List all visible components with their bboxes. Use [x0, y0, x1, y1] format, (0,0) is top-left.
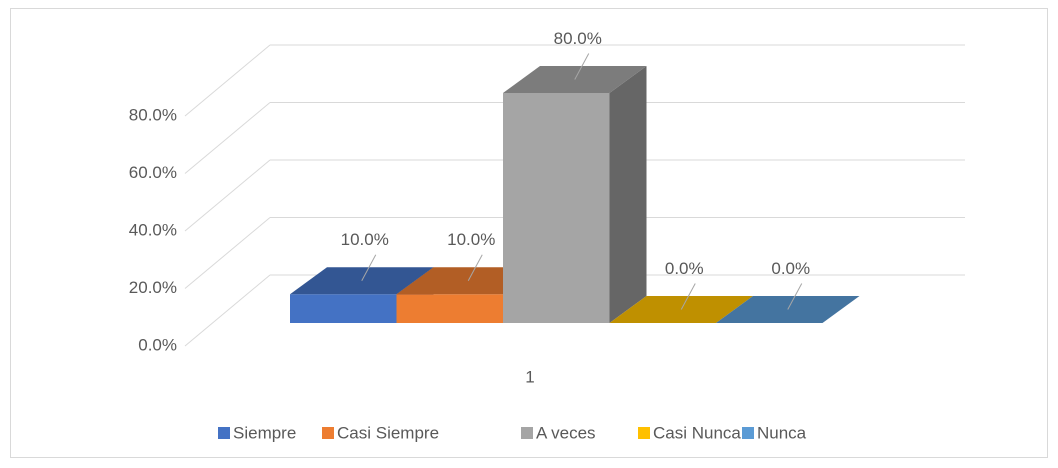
data-label: 0.0% [771, 259, 810, 278]
legend-swatch [638, 427, 650, 439]
label-leader [574, 53, 590, 80]
legend-label: Casi Nunca [653, 423, 741, 442]
label-leader [467, 254, 483, 281]
legend-swatch [742, 427, 754, 439]
grid-line [184, 217, 271, 289]
grid-line [184, 44, 271, 117]
bar-front [290, 294, 397, 323]
bar-front [396, 294, 503, 323]
bar-front [503, 93, 610, 323]
y-tick-label: 60.0% [129, 163, 177, 182]
y-tick-label: 0.0% [138, 335, 177, 354]
label-leader [361, 254, 377, 281]
legend-label: Casi Siempre [337, 423, 439, 442]
y-tick-label: 20.0% [129, 278, 177, 297]
grid-line [184, 159, 271, 232]
legend-swatch [218, 427, 230, 439]
legend-label: A veces [536, 423, 596, 442]
bar-side [609, 66, 647, 323]
x-tick-label: 1 [525, 367, 534, 386]
y-tick-label: 80.0% [129, 105, 177, 124]
legend-label: Siempre [233, 423, 296, 442]
grid-line [184, 274, 271, 347]
label-leader [787, 283, 803, 310]
data-label: 80.0% [554, 29, 602, 48]
label-leader [680, 283, 696, 310]
data-label: 0.0% [665, 259, 704, 278]
y-tick-label: 40.0% [129, 220, 177, 239]
grid-line [184, 102, 271, 174]
legend-label: Nunca [757, 423, 807, 442]
data-label: 10.0% [447, 230, 495, 249]
legend-swatch [521, 427, 533, 439]
data-label: 10.0% [341, 230, 389, 249]
legend-swatch [322, 427, 334, 439]
